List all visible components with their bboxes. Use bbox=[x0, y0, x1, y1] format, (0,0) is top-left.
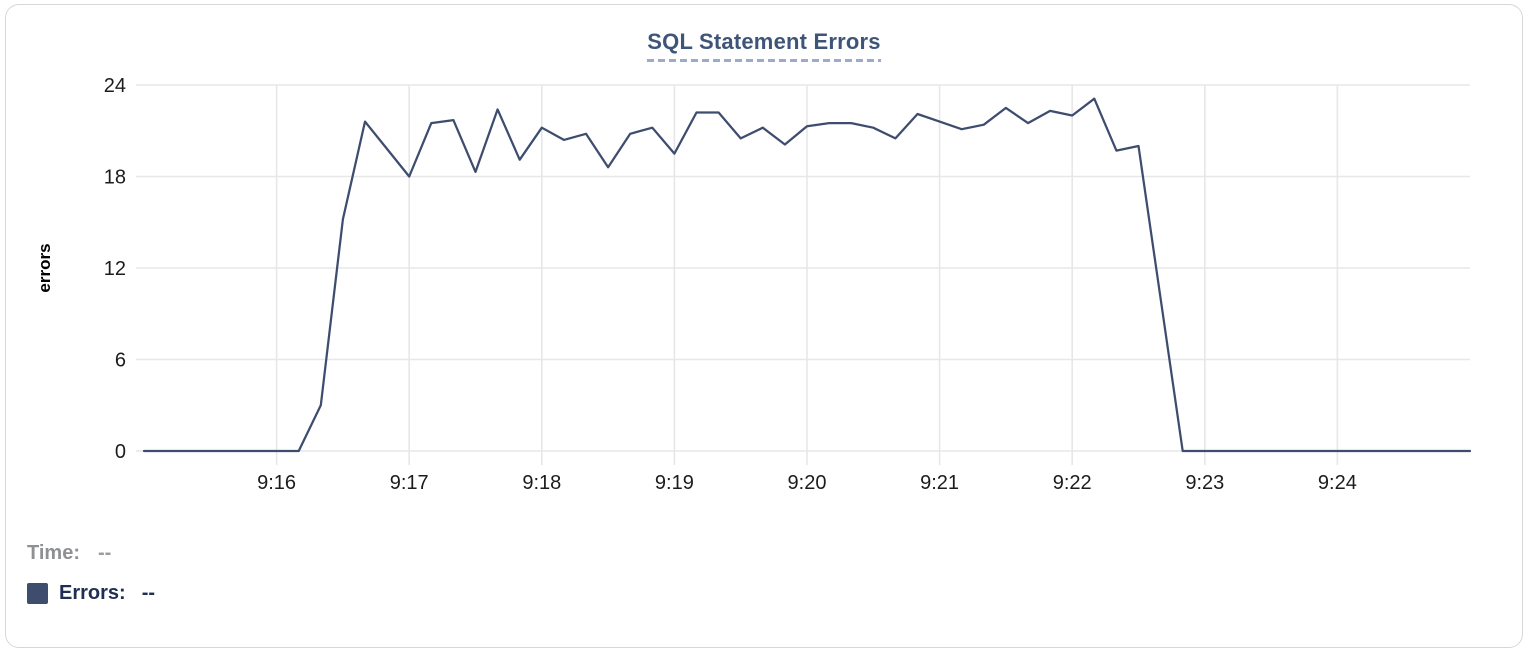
y-tick-label: 6 bbox=[115, 350, 126, 372]
time-value: -- bbox=[97, 541, 112, 564]
errors-series-line bbox=[142, 97, 1472, 453]
x-tick-label: 9:16 bbox=[257, 472, 296, 494]
chart-header: SQL Statement Errors bbox=[0, 29, 1528, 62]
time-readout-row: Time: -- bbox=[27, 541, 155, 565]
chart-card bbox=[5, 4, 1523, 648]
y-tick-label: 12 bbox=[104, 258, 126, 280]
x-tick-label: 9:18 bbox=[522, 472, 561, 494]
x-tick-label: 9:19 bbox=[655, 472, 694, 494]
errors-value: -- bbox=[141, 581, 156, 604]
y-tick-label: 18 bbox=[104, 167, 126, 189]
x-tick-label: 9:17 bbox=[390, 472, 429, 494]
y-axis-label: errors bbox=[35, 243, 54, 292]
errors-label: Errors: bbox=[59, 581, 126, 604]
time-label: Time: bbox=[27, 541, 80, 564]
x-tick-label: 9:22 bbox=[1053, 472, 1092, 494]
y-tick-label: 24 bbox=[104, 75, 126, 97]
errors-line-chart[interactable]: 0 6 12 18 24 9:16 9:17 9:18 9:19 9:20 9:21 9:22 9:23… bbox=[0, 0, 1528, 520]
x-tick-label: 9:21 bbox=[920, 472, 959, 494]
errors-readout-row: Errors: -- bbox=[27, 581, 155, 605]
errors-series-swatch bbox=[27, 582, 48, 604]
x-tick-label: 9:20 bbox=[788, 472, 827, 494]
x-tick-label: 9:24 bbox=[1318, 472, 1357, 494]
x-tick-label: 9:23 bbox=[1185, 472, 1224, 494]
hover-readout: Time: -- Errors: -- bbox=[27, 541, 155, 621]
chart-title[interactable]: SQL Statement Errors bbox=[647, 29, 881, 62]
y-tick-label: 0 bbox=[115, 441, 126, 463]
